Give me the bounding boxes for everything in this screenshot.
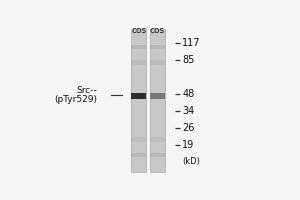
Text: 117: 117 <box>182 38 201 48</box>
Text: 85: 85 <box>182 55 194 65</box>
Bar <box>150 45 165 49</box>
Text: 26: 26 <box>182 123 194 133</box>
Text: 34: 34 <box>182 106 194 116</box>
Bar <box>150 137 165 142</box>
Text: cos: cos <box>131 26 146 35</box>
Bar <box>131 93 146 99</box>
Text: (pTyr529): (pTyr529) <box>54 95 97 104</box>
Bar <box>150 60 165 65</box>
Text: (kD): (kD) <box>182 157 200 166</box>
Bar <box>131 137 146 142</box>
Bar <box>150 29 165 172</box>
Text: Src--: Src-- <box>76 86 97 95</box>
Bar <box>150 153 165 157</box>
Text: 19: 19 <box>182 140 194 150</box>
Bar <box>131 29 146 172</box>
Text: 48: 48 <box>182 89 194 99</box>
Bar <box>131 153 146 157</box>
Bar <box>150 93 165 99</box>
Bar <box>131 60 146 65</box>
Text: cos: cos <box>150 26 165 35</box>
Bar <box>131 45 146 49</box>
